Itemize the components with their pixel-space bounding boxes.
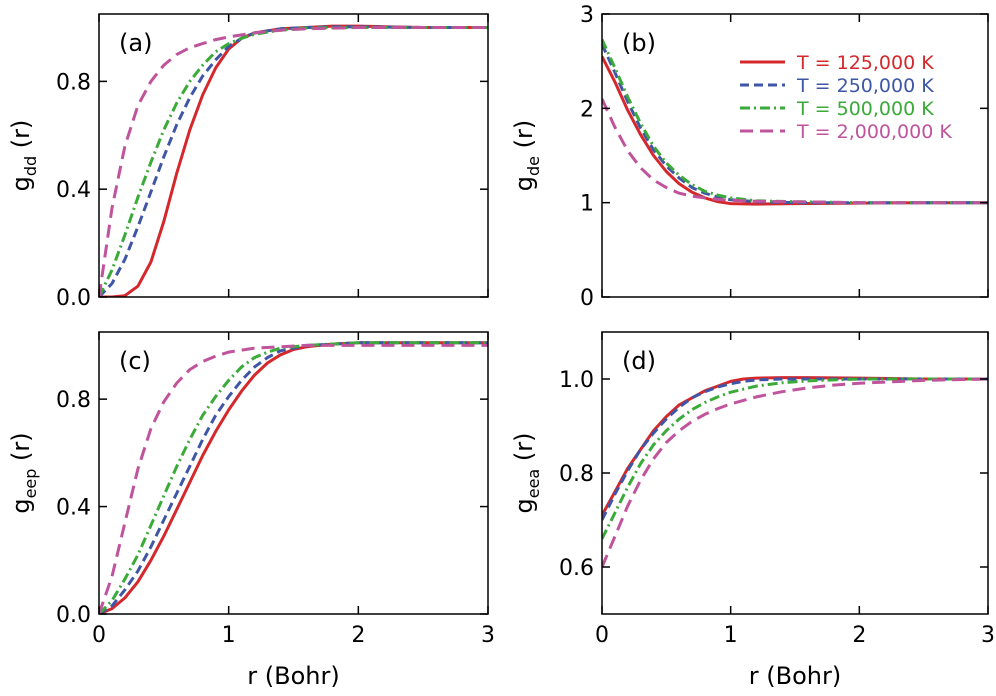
panel-b-ytick-label: 1 bbox=[580, 192, 594, 217]
panel-d-xtick-label: 1 bbox=[724, 623, 738, 648]
panel-c: 0 1 2 3 0.0 0.4 0.8 (c) geep (r) r (Bohr) bbox=[7, 331, 495, 690]
panel-b-series-4-line bbox=[602, 98, 988, 205]
panel-d-xtick-label: 3 bbox=[981, 623, 995, 648]
panel-a-series-4-line bbox=[99, 26, 488, 297]
panel-a-series-1-line bbox=[99, 24, 488, 297]
panel-b: 0 1 2 3 (b) gde (r) T = 125,000 KT = 250,000 K… bbox=[510, 3, 989, 311]
panel-d-xtick-label: 2 bbox=[852, 623, 866, 648]
panel-b-ylabel: gde (r) bbox=[510, 120, 543, 191]
panel-c-xtick-label: 2 bbox=[351, 623, 365, 648]
panel-b-series-3-line bbox=[602, 38, 988, 205]
panel-a-ytick-label: 0.8 bbox=[56, 70, 91, 95]
panel-a-frame bbox=[98, 13, 489, 298]
panel-c-ytick-label: 0.0 bbox=[56, 603, 91, 628]
panel-a-label: (a) bbox=[119, 29, 152, 57]
panel-d-series-1-line bbox=[602, 376, 988, 517]
panel-d-label: (d) bbox=[622, 347, 656, 375]
panel-c-xtick-label: 1 bbox=[222, 623, 236, 648]
panel-c-xlabel: r (Bohr) bbox=[247, 662, 339, 690]
panel-a-series-2-line bbox=[99, 25, 488, 297]
panel-c-series-2-line bbox=[99, 341, 488, 614]
panel-d-xlabel: r (Bohr) bbox=[749, 662, 841, 690]
legend-entry-2: T = 250,000 K bbox=[796, 75, 934, 97]
panel-b-label: (b) bbox=[622, 29, 656, 57]
panel-a-series-3-line bbox=[99, 26, 488, 297]
panel-d-ytick-label: 0.8 bbox=[559, 462, 594, 487]
panel-b-ytick-label: 2 bbox=[580, 97, 594, 122]
panel-c-series-3-line bbox=[99, 341, 488, 614]
legend-entry-4: T = 2,000,000 K bbox=[796, 121, 952, 143]
panel-c-series-4-line bbox=[99, 343, 488, 614]
panel-c-label: (c) bbox=[119, 347, 151, 375]
panel-d-series-2-line bbox=[602, 377, 988, 521]
panel-d-frame bbox=[601, 331, 989, 615]
panel-a-ylabel: gdd (r) bbox=[7, 120, 40, 192]
panel-d: 0 1 2 3 0.6 0.8 1.0 (d) geea (r) r (Bohr) bbox=[510, 331, 995, 690]
panel-c-series-1-line bbox=[99, 341, 488, 614]
panel-b-ytick-label: 0 bbox=[580, 286, 594, 311]
panel-d-series-3-line bbox=[602, 377, 988, 540]
panel-b-ytick-label: 3 bbox=[580, 3, 594, 28]
panel-c-frame bbox=[98, 331, 489, 615]
panel-b-frame bbox=[601, 13, 989, 298]
panel-d-ytick-label: 1.0 bbox=[559, 368, 594, 393]
panel-a-ytick-label: 0.0 bbox=[56, 286, 91, 311]
legend-entry-1: T = 125,000 K bbox=[796, 52, 934, 74]
legend-entry-3: T = 500,000 K bbox=[796, 98, 934, 120]
panel-d-series-4-line bbox=[602, 377, 988, 568]
panel-c-ytick-label: 0.4 bbox=[56, 496, 91, 521]
panel-c-xtick-label: 3 bbox=[481, 623, 495, 648]
panel-d-xtick-label: 0 bbox=[595, 623, 609, 648]
panel-b-series-2-line bbox=[602, 43, 988, 205]
legend: T = 125,000 KT = 250,000 KT = 500,000 KT… bbox=[740, 52, 952, 143]
panel-a: 0.0 0.4 0.8 (a) gdd (r) bbox=[7, 13, 489, 311]
panel-d-ylabel: geea (r) bbox=[510, 433, 543, 514]
panel-c-ylabel: geep (r) bbox=[7, 432, 40, 513]
panel-c-xtick-label: 0 bbox=[92, 623, 106, 648]
panel-a-ytick-label: 0.4 bbox=[56, 178, 91, 203]
panel-d-ytick-label: 0.6 bbox=[559, 556, 594, 581]
panel-c-ytick-label: 0.8 bbox=[56, 388, 91, 413]
